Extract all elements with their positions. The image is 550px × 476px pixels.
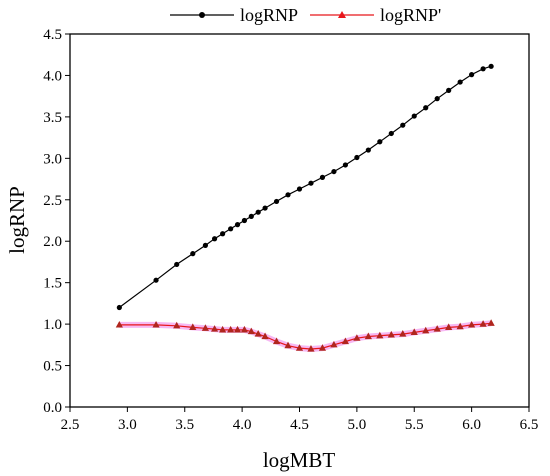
x-axis-ticks: 2.5 3.0 3.5 4.0 4.5 5.0 5.5 6.0 6.5: [61, 407, 539, 433]
data-point: [487, 319, 495, 326]
data-point: [284, 341, 292, 349]
data-point: [319, 174, 326, 180]
data-point: [211, 236, 218, 242]
data-point: [116, 304, 122, 311]
data-point: [376, 331, 384, 339]
x-axis-title: logMBT: [263, 448, 336, 472]
data-point: [446, 87, 452, 93]
data-point: [220, 231, 226, 237]
data-point: [318, 344, 327, 351]
data-point: [295, 344, 304, 351]
data-point: [153, 277, 159, 283]
y-tick-label: 3.5: [43, 110, 62, 126]
data-point: [307, 344, 315, 352]
data-point: [388, 130, 394, 137]
data-point: [488, 63, 494, 69]
data-point: [341, 337, 349, 345]
data-point: [202, 242, 209, 248]
data-point: [273, 198, 280, 205]
data-point: [296, 186, 303, 192]
data-point: [248, 213, 254, 219]
data-point: [241, 217, 248, 224]
x-tick-label: 5.5: [405, 417, 424, 433]
data-point: [479, 320, 487, 327]
data-point: [410, 328, 418, 335]
x-tick-label: 3.5: [175, 417, 194, 433]
data-point: [308, 180, 314, 186]
y-tick-label: 2.5: [43, 193, 62, 209]
data-point: [400, 122, 406, 128]
y-axis-title: logRNP: [5, 186, 29, 254]
data-point: [433, 325, 441, 332]
series-layer: [115, 63, 495, 352]
x-tick-label: 2.5: [61, 417, 80, 433]
data-point: [387, 330, 395, 338]
legend-label-logrnp: logRNP: [240, 5, 298, 25]
data-point: [342, 162, 348, 168]
data-point: [234, 222, 241, 228]
x-tick-label: 5.0: [348, 417, 367, 433]
data-point: [445, 323, 453, 331]
legend-label-logrnp-prime: logRNP': [380, 5, 441, 25]
legend-marker-logrnp: [199, 12, 205, 18]
x-tick-label: 4.5: [290, 417, 309, 433]
series-logrnp-prime: [115, 319, 495, 352]
data-point: [285, 192, 291, 198]
data-point: [228, 226, 234, 232]
data-point: [377, 139, 383, 145]
data-point: [365, 147, 371, 153]
data-point: [331, 168, 337, 175]
data-point: [262, 205, 268, 211]
x-tick-label: 4.0: [233, 417, 252, 433]
data-point: [174, 261, 180, 268]
data-point: [330, 340, 338, 348]
legend: logRNP logRNP': [170, 5, 441, 25]
y-axis-ticks: 0.0 0.5 1.0 1.5 2.0 2.5 3.0 3.5 4.0 4.5: [43, 27, 70, 416]
legend-marker-logrnp-prime: [338, 11, 346, 18]
data-point: [434, 96, 440, 102]
data-point: [210, 325, 219, 332]
y-tick-label: 4.5: [43, 27, 62, 43]
x-tick-label: 3.0: [118, 417, 137, 433]
y-tick-label: 3.0: [43, 151, 62, 167]
data-point: [115, 320, 123, 328]
data-point: [189, 323, 197, 331]
y-tick-label: 0.0: [43, 400, 62, 416]
data-point: [201, 324, 210, 331]
data-point: [254, 330, 262, 337]
data-point: [233, 325, 242, 333]
series-logrnp: [116, 63, 494, 311]
x-tick-label: 6.0: [462, 417, 481, 433]
y-tick-label: 2.0: [43, 234, 62, 250]
data-point: [255, 209, 261, 215]
data-point: [423, 105, 429, 111]
data-point: [272, 337, 281, 345]
data-point: [411, 113, 417, 119]
data-point: [152, 320, 160, 328]
data-point: [227, 325, 235, 333]
data-point: [422, 326, 430, 334]
data-point: [364, 332, 372, 340]
data-point: [457, 79, 463, 85]
y-tick-label: 1.0: [43, 317, 62, 333]
data-point: [261, 332, 269, 340]
series-line: [118, 65, 492, 308]
data-point: [456, 322, 464, 330]
data-point: [480, 66, 486, 72]
y-tick-label: 4.0: [43, 68, 62, 84]
x-tick-label: 6.5: [520, 417, 539, 433]
data-point: [173, 321, 181, 329]
y-tick-label: 0.5: [43, 359, 62, 375]
data-point: [190, 251, 196, 257]
data-point: [240, 325, 249, 333]
data-point: [354, 154, 360, 161]
y-tick-label: 1.5: [43, 276, 62, 292]
data-point: [468, 320, 476, 328]
data-point: [219, 325, 227, 333]
data-point: [469, 72, 475, 78]
data-point: [353, 334, 361, 341]
data-point: [399, 330, 407, 337]
data-point: [247, 327, 255, 335]
